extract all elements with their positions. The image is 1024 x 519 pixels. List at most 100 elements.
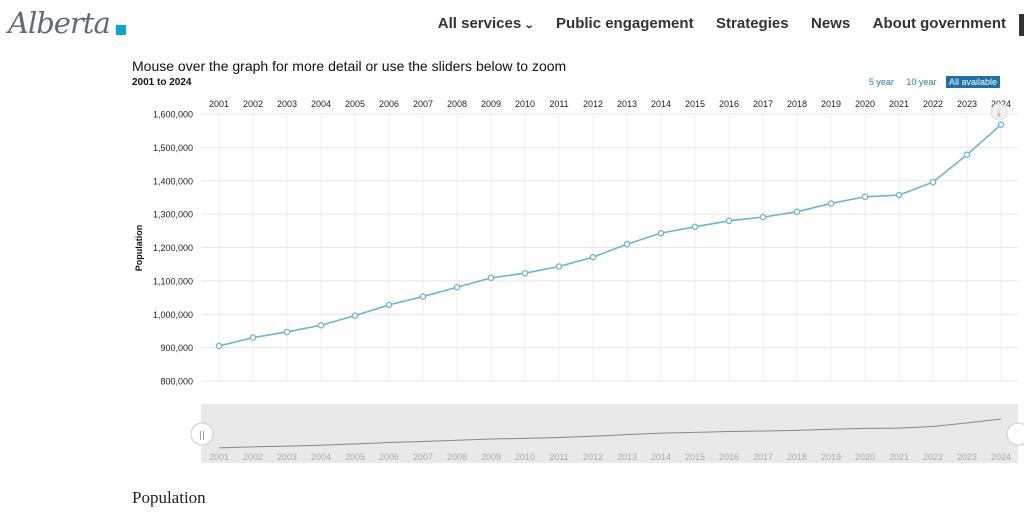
x-tick-label: 2012	[583, 99, 603, 109]
data-point[interactable]	[997, 121, 1005, 128]
navigator-right-handle[interactable]	[1006, 422, 1024, 446]
y-axis-title: Population	[134, 225, 144, 272]
data-point[interactable]	[215, 342, 223, 350]
alberta-logo[interactable]: Alberta	[8, 4, 126, 44]
x-tick-label: 2011	[549, 99, 568, 109]
x-tick-label: 2002	[243, 99, 263, 109]
data-point[interactable]	[725, 217, 733, 225]
x-tick-label: 2009	[481, 99, 501, 109]
x-tick-label: 2021	[889, 99, 909, 109]
y-tick-label: 800,000	[160, 377, 193, 387]
nav-news[interactable]: News	[811, 15, 851, 32]
x-tick-label: 2006	[379, 99, 399, 109]
logo-wordmark: Alberta	[8, 6, 111, 40]
data-point[interactable]	[929, 178, 937, 186]
data-point[interactable]	[759, 213, 767, 221]
section-heading: Population	[132, 488, 206, 507]
y-tick-label: 1,200,000	[153, 243, 193, 253]
chart-menu-button[interactable]	[990, 103, 1008, 121]
navigator-tick-label: 2017	[753, 452, 773, 462]
x-tick-label: 2008	[447, 99, 467, 109]
x-tick-label: 2016	[719, 99, 739, 109]
data-point[interactable]	[249, 334, 257, 341]
navigator-tick-label: 2011	[549, 452, 568, 462]
range-5-year-button[interactable]: 5 year	[868, 77, 894, 87]
nav-public-engagement[interactable]: Public engagement	[556, 15, 694, 32]
range-all-button[interactable]: All available	[945, 76, 1000, 88]
navigator-tick-label: 2016	[719, 452, 739, 462]
navigator-tick-label: 2007	[413, 452, 433, 462]
x-tick-label: 2007	[413, 99, 433, 109]
navigator-tick-label: 2001	[209, 452, 229, 462]
data-point[interactable]	[861, 193, 869, 201]
nav-about-government[interactable]: About government	[872, 15, 1006, 32]
data-point[interactable]	[521, 269, 529, 277]
x-tick-label: 2015	[685, 99, 705, 109]
navigator-tick-label: 2018	[787, 452, 807, 462]
nav-strategies[interactable]: Strategies	[716, 15, 789, 32]
data-point[interactable]	[657, 229, 665, 237]
navigator-series-line	[218, 418, 1002, 449]
data-point[interactable]	[827, 200, 835, 207]
data-point[interactable]	[623, 240, 631, 248]
chart-instruction: Mouse over the graph for more detail or …	[132, 58, 567, 74]
y-tick-label: 900,000	[160, 343, 193, 353]
data-point[interactable]	[317, 322, 325, 329]
data-point[interactable]	[555, 263, 563, 270]
range-10-year-button[interactable]: 10 year	[906, 77, 937, 87]
series-line	[218, 124, 1002, 347]
x-tick-label: 2005	[345, 99, 365, 109]
download-icon: ⤓	[997, 108, 1002, 119]
y-tick-label: 1,300,000	[153, 210, 193, 220]
data-point[interactable]	[589, 253, 597, 261]
chart-range-text: 2001 to 2024	[132, 77, 192, 88]
logo-square-icon	[116, 25, 126, 35]
navigator-left-handle[interactable]	[190, 422, 214, 446]
navigator-tick-label: 2020	[855, 452, 875, 462]
navigator-tick-label: 2021	[889, 452, 909, 462]
data-point[interactable]	[895, 191, 903, 199]
navigator-tick-label: 2009	[481, 452, 501, 462]
navigator-tick-label: 2014	[651, 452, 671, 462]
data-point[interactable]	[963, 151, 971, 158]
nav-all-services-label: All services	[437, 15, 522, 32]
data-point[interactable]	[419, 293, 427, 300]
y-tick-label: 1,600,000	[153, 110, 193, 120]
nav-all-services[interactable]: All services ⌄	[437, 15, 535, 32]
data-point[interactable]	[487, 274, 495, 282]
grip-icon: ||	[199, 431, 205, 441]
navigator-tick-label: 2012	[583, 452, 603, 462]
navigator-tick-label: 2013	[617, 452, 637, 462]
data-point[interactable]	[283, 328, 291, 336]
x-tick-label: 2001	[209, 99, 229, 109]
x-tick-label: 2010	[515, 99, 535, 109]
navigator-tick-label: 2022	[923, 452, 943, 462]
navigator-tick-label: 2015	[685, 452, 705, 462]
x-tick-label: 2003	[277, 99, 297, 109]
x-tick-label: 2014	[651, 99, 671, 109]
y-tick-label: 1,400,000	[153, 176, 193, 186]
x-tick-label: 2022	[923, 99, 943, 109]
navigator-tick-label: 2003	[277, 452, 297, 462]
navigator-tick-label: 2002	[243, 452, 263, 462]
x-tick-label: 2018	[787, 99, 807, 109]
navigator-tick-label: 2005	[345, 452, 365, 462]
data-point[interactable]	[691, 223, 699, 231]
navigator-tick-label: 2008	[447, 452, 467, 462]
navigator-tick-label: 2023	[957, 452, 977, 462]
data-point[interactable]	[385, 301, 393, 309]
navigator-background	[201, 404, 1018, 463]
chevron-down-icon: ⌄	[523, 20, 535, 31]
x-tick-label: 2013	[617, 99, 637, 109]
x-tick-label: 2004	[311, 99, 331, 109]
site-header: Alberta All services ⌄ Public engagement …	[0, 0, 1024, 48]
x-tick-label: 2020	[855, 99, 875, 109]
main-nav: All services ⌄ Public engagement Strategi…	[438, 15, 1024, 35]
x-tick-label: 2019	[821, 99, 841, 109]
data-point[interactable]	[351, 312, 359, 319]
population-chart[interactable]: 800,000 900,000 1,000,000 1,100,000 1,200,00…	[0, 0, 1024, 470]
range-selector: 5 year 10 year All available	[862, 76, 1000, 88]
data-point[interactable]	[453, 283, 461, 291]
y-tick-label: 1,500,000	[153, 143, 193, 153]
data-point[interactable]	[793, 208, 801, 216]
